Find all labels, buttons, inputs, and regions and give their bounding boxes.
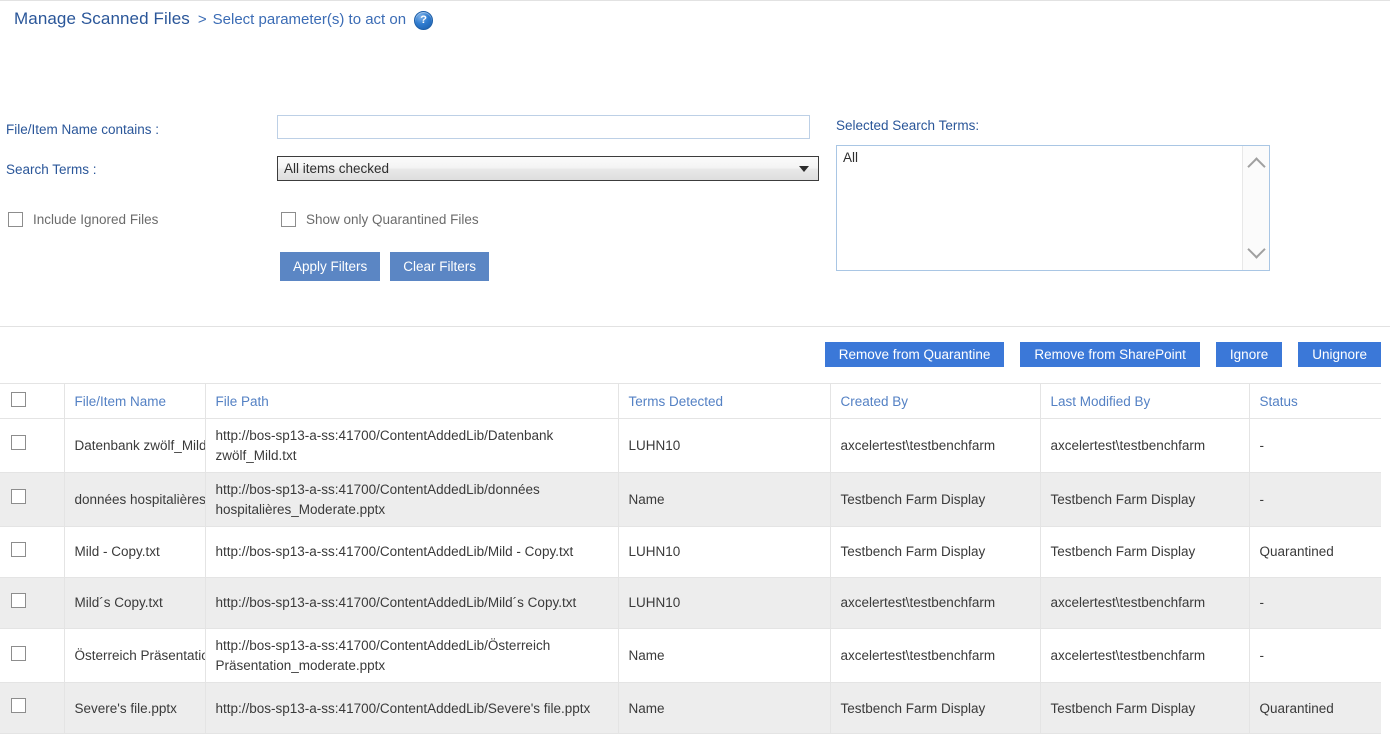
clear-filters-button[interactable]: Clear Filters <box>390 252 490 281</box>
selected-search-terms-value: All <box>843 150 859 165</box>
help-circle-icon[interactable]: ? <box>414 10 434 30</box>
cell-created-by: axcelertest\testbenchfarm <box>830 418 1041 474</box>
cell-status: - <box>1249 472 1381 528</box>
column-header-file-path[interactable]: File Path <box>205 383 619 419</box>
row-select-checkbox[interactable] <box>0 577 65 630</box>
cell-terms-detected: LUHN10 <box>618 577 831 630</box>
search-terms-selected-value: All items checked <box>284 161 390 176</box>
select-all-header[interactable] <box>0 383 65 419</box>
chevron-down-icon <box>799 165 809 172</box>
scanned-files-table: File/Item Name File Path Terms Detected … <box>0 383 1381 734</box>
column-header-created-by[interactable]: Created By <box>830 383 1041 419</box>
cell-created-by: Testbench Farm Display <box>830 526 1041 579</box>
cell-file-name: Severe's file.pptx <box>64 682 206 734</box>
cell-last-modified-by: Testbench Farm Display <box>1040 526 1250 579</box>
row-select-checkbox[interactable] <box>0 418 65 474</box>
table-header-row: File/Item Name File Path Terms Detected … <box>0 383 1381 419</box>
chevron-down-icon[interactable] <box>1246 240 1266 259</box>
cell-last-modified-by: Testbench Farm Display <box>1040 472 1250 528</box>
row-select-checkbox[interactable] <box>0 682 65 734</box>
cell-terms-detected: LUHN10 <box>618 526 831 579</box>
file-name-input[interactable] <box>277 115 810 139</box>
breadcrumb-root-link[interactable]: Manage Scanned Files <box>14 9 190 28</box>
checkbox-icon <box>8 212 23 227</box>
row-select-checkbox[interactable] <box>0 526 65 579</box>
breadcrumb: Manage Scanned Files > Select parameter(… <box>14 9 434 30</box>
cell-file-path: http://bos-sp13-a-ss:41700/ContentAddedL… <box>205 628 619 684</box>
filter-buttons: Apply Filters Clear Filters <box>280 252 499 281</box>
cell-file-path: http://bos-sp13-a-ss:41700/ContentAddedL… <box>205 418 619 474</box>
cell-file-path: http://bos-sp13-a-ss:41700/ContentAddedL… <box>205 682 619 734</box>
checkbox-icon[interactable] <box>11 698 26 714</box>
cell-file-path: http://bos-sp13-a-ss:41700/ContentAddedL… <box>205 577 619 630</box>
cell-created-by: axcelertest\testbenchfarm <box>830 577 1041 630</box>
cell-terms-detected: Name <box>618 472 831 528</box>
cell-terms-detected: Name <box>618 628 831 684</box>
checkbox-icon[interactable] <box>11 489 26 505</box>
row-select-checkbox[interactable] <box>0 628 65 684</box>
cell-status: - <box>1249 577 1381 630</box>
unignore-button[interactable]: Unignore <box>1298 342 1381 367</box>
action-button-bar: Remove from Quarantine Remove from Share… <box>809 342 1381 367</box>
selected-search-terms-box[interactable]: All <box>836 145 1270 271</box>
checkbox-icon[interactable] <box>11 645 26 661</box>
show-only-quarantined-checkbox[interactable]: Show only Quarantined Files <box>281 212 479 227</box>
search-terms-label: Search Terms : <box>6 162 97 177</box>
cell-file-name: Mild´s Copy.txt <box>64 577 206 630</box>
include-ignored-files-checkbox[interactable]: Include Ignored Files <box>8 212 158 227</box>
row-select-checkbox[interactable] <box>0 472 65 528</box>
cell-last-modified-by: axcelertest\testbenchfarm <box>1040 577 1250 630</box>
checkbox-icon[interactable] <box>11 392 26 407</box>
section-divider <box>0 326 1390 327</box>
column-header-status[interactable]: Status <box>1249 383 1381 419</box>
breadcrumb-current: Select parameter(s) to act on <box>212 10 407 28</box>
cell-terms-detected: LUHN10 <box>618 418 831 474</box>
ignore-button[interactable]: Ignore <box>1215 342 1283 367</box>
column-header-file-name[interactable]: File/Item Name <box>64 383 206 419</box>
selected-search-terms-label: Selected Search Terms: <box>836 118 980 133</box>
checkbox-icon[interactable] <box>11 541 26 557</box>
column-header-terms-detected[interactable]: Terms Detected <box>618 383 831 419</box>
cell-last-modified-by: axcelertest\testbenchfarm <box>1040 628 1250 684</box>
cell-terms-detected: Name <box>618 682 831 734</box>
table-row[interactable]: Severe's file.pptx http://bos-sp13-a-ss:… <box>0 682 1381 734</box>
cell-file-path: http://bos-sp13-a-ss:41700/ContentAddedL… <box>205 472 619 528</box>
cell-file-path: http://bos-sp13-a-ss:41700/ContentAddedL… <box>205 526 619 579</box>
show-only-quarantined-label: Show only Quarantined Files <box>306 212 479 227</box>
cell-file-name: Datenbank zwölf_Mild.txt <box>64 418 206 474</box>
column-header-last-modified-by[interactable]: Last Modified By <box>1040 383 1250 419</box>
cell-status: Quarantined <box>1249 682 1381 734</box>
table-row[interactable]: données hospitalières_Moderate.pptx http… <box>0 472 1381 528</box>
cell-last-modified-by: axcelertest\testbenchfarm <box>1040 418 1250 474</box>
remove-from-quarantine-button[interactable]: Remove from Quarantine <box>824 342 1005 367</box>
search-terms-dropdown[interactable]: All items checked <box>277 156 819 181</box>
table-row[interactable]: Mild´s Copy.txt http://bos-sp13-a-ss:417… <box>0 577 1381 630</box>
table-row[interactable]: Datenbank zwölf_Mild.txt http://bos-sp13… <box>0 418 1381 474</box>
checkbox-icon <box>281 212 296 227</box>
cell-file-name: Mild - Copy.txt <box>64 526 206 579</box>
cell-file-name: données hospitalières_Moderate.pptx <box>64 472 206 528</box>
cell-created-by: Testbench Farm Display <box>830 682 1041 734</box>
table-row[interactable]: Mild - Copy.txt http://bos-sp13-a-ss:417… <box>0 526 1381 579</box>
cell-status: Quarantined <box>1249 526 1381 579</box>
checkbox-icon[interactable] <box>11 435 26 451</box>
cell-created-by: axcelertest\testbenchfarm <box>830 628 1041 684</box>
cell-last-modified-by: Testbench Farm Display <box>1040 682 1250 734</box>
table-body: Datenbank zwölf_Mild.txt http://bos-sp13… <box>0 418 1381 734</box>
file-name-label: File/Item Name contains : <box>6 122 160 137</box>
cell-file-name: Österreich Präsentation_moderate.pptx <box>64 628 206 684</box>
cell-created-by: Testbench Farm Display <box>830 472 1041 528</box>
selected-search-terms-scrollbar[interactable] <box>1242 146 1269 270</box>
chevron-up-icon[interactable] <box>1246 157 1266 176</box>
apply-filters-button[interactable]: Apply Filters <box>280 252 381 281</box>
breadcrumb-separator: > <box>197 10 207 28</box>
cell-status: - <box>1249 418 1381 474</box>
checkbox-icon[interactable] <box>11 592 26 608</box>
table-row[interactable]: Österreich Präsentation_moderate.pptx ht… <box>0 628 1381 684</box>
include-ignored-files-label: Include Ignored Files <box>33 212 159 227</box>
cell-status: - <box>1249 628 1381 684</box>
remove-from-sharepoint-button[interactable]: Remove from SharePoint <box>1020 342 1200 367</box>
